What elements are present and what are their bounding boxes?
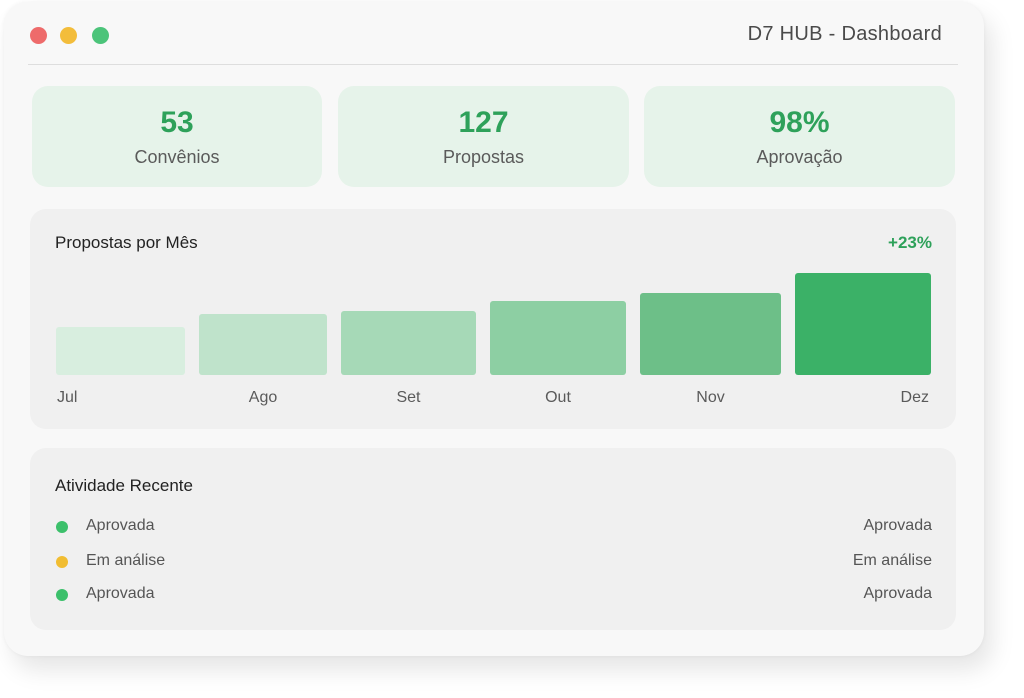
tick-label-jul: Jul xyxy=(57,389,77,406)
tick-label-nov: Nov xyxy=(696,389,724,406)
chart-card: Propostas por Mês +23% Jul Ago Set Out Nov De… xyxy=(30,209,956,429)
tick-label-out: Out xyxy=(545,389,571,406)
tick-label-set: Set xyxy=(396,389,421,406)
title-bar: D7 HUB - Dashboard xyxy=(4,2,984,64)
activity-status: Em análise xyxy=(852,552,932,569)
status-dot xyxy=(56,589,68,601)
activity-status: Aprovada xyxy=(863,517,933,534)
activity-title: Atividade Recente xyxy=(55,476,193,495)
stat-card-propostas: 127 Propostas xyxy=(338,86,629,187)
bar-jul xyxy=(56,327,185,375)
activity-label: Aprovada xyxy=(86,585,155,602)
growth-badge: +23% xyxy=(888,233,932,252)
bar-ago xyxy=(199,314,327,375)
recent-activity-card: Atividade Recente Aprovada Aprovada Em a… xyxy=(30,448,956,630)
maximize-window-button[interactable] xyxy=(92,27,109,44)
tick-label-ago: Ago xyxy=(249,389,278,406)
activity-row: Aprovada Aprovada xyxy=(30,584,956,606)
stat-value: 127 xyxy=(458,106,509,139)
bar-dez xyxy=(795,273,931,375)
stat-label: Convênios xyxy=(134,147,220,167)
bar-chart: Jul Ago Set Out Nov Dez xyxy=(56,273,931,406)
minimize-window-button[interactable] xyxy=(60,27,77,44)
stat-card-convenios: 53 Convênios xyxy=(32,86,322,187)
stat-label: Aprovação xyxy=(756,147,843,167)
chart-title: Propostas por Mês xyxy=(55,233,198,252)
activity-label: Em análise xyxy=(86,552,166,569)
status-dot xyxy=(56,556,68,568)
close-window-button[interactable] xyxy=(30,27,47,44)
title-divider xyxy=(28,64,958,65)
tick-label-dez: Dez xyxy=(901,389,929,406)
activity-row: Aprovada Aprovada xyxy=(30,516,956,538)
bar-set xyxy=(341,311,476,375)
bar-nov xyxy=(640,293,781,375)
stat-card-aprovacao: 98% Aprovação xyxy=(644,86,955,187)
stat-value: 98% xyxy=(769,106,830,139)
window-title: D7 HUB - Dashboard xyxy=(747,23,942,45)
stat-label: Propostas xyxy=(442,147,525,167)
app-window: D7 HUB - Dashboard 53 Convênios 127 Prop… xyxy=(4,2,984,656)
bar-out xyxy=(490,301,626,375)
status-dot xyxy=(56,521,68,533)
activity-row: Em análise Em análise xyxy=(30,551,956,573)
activity-label: Aprovada xyxy=(86,517,155,534)
activity-status: Aprovada xyxy=(863,585,933,602)
stat-value: 53 xyxy=(160,106,194,139)
